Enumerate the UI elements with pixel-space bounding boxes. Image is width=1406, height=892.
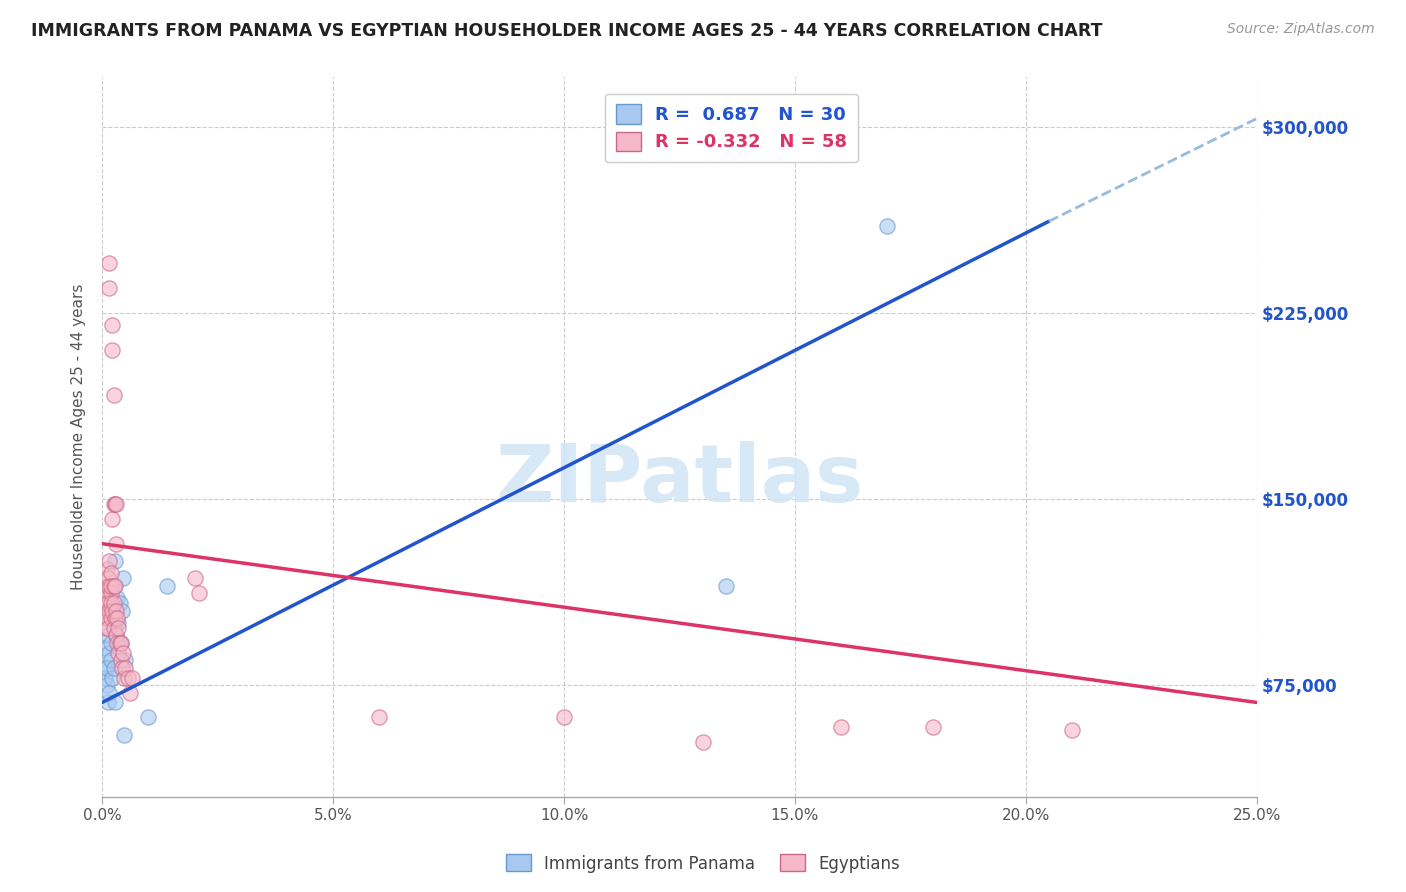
Point bbox=[110, 636, 132, 650]
Point bbox=[96, 579, 118, 593]
Point bbox=[114, 661, 136, 675]
Point bbox=[107, 616, 129, 631]
Point bbox=[368, 710, 391, 724]
Point bbox=[188, 586, 211, 600]
Point bbox=[96, 611, 118, 625]
Point bbox=[98, 579, 121, 593]
Point bbox=[98, 685, 121, 699]
Point bbox=[97, 695, 120, 709]
Point bbox=[103, 579, 125, 593]
Point bbox=[97, 621, 120, 635]
Point bbox=[107, 646, 129, 660]
Point bbox=[103, 388, 125, 402]
Point bbox=[103, 621, 125, 635]
Point bbox=[110, 653, 132, 667]
Point bbox=[100, 566, 122, 581]
Point bbox=[138, 710, 160, 724]
Point bbox=[922, 720, 945, 734]
Point bbox=[100, 586, 122, 600]
Point bbox=[876, 219, 898, 234]
Point bbox=[97, 571, 120, 585]
Text: ZIPatlas: ZIPatlas bbox=[495, 442, 863, 519]
Point bbox=[96, 661, 118, 675]
Point bbox=[103, 497, 125, 511]
Point bbox=[105, 604, 128, 618]
Point bbox=[97, 628, 120, 642]
Point bbox=[104, 611, 127, 625]
Point bbox=[692, 735, 714, 749]
Point bbox=[100, 579, 122, 593]
Point bbox=[156, 579, 179, 593]
Point bbox=[105, 591, 128, 606]
Point bbox=[98, 256, 121, 270]
Point bbox=[105, 497, 128, 511]
Point bbox=[103, 661, 125, 675]
Point bbox=[121, 671, 143, 685]
Point bbox=[98, 281, 121, 295]
Point bbox=[107, 621, 129, 635]
Point bbox=[100, 611, 122, 625]
Point bbox=[105, 611, 128, 625]
Point bbox=[110, 636, 132, 650]
Point bbox=[93, 661, 115, 675]
Point bbox=[112, 728, 135, 742]
Point bbox=[104, 579, 127, 593]
Point bbox=[104, 695, 127, 709]
Point bbox=[118, 685, 141, 699]
Point bbox=[105, 628, 128, 642]
Point bbox=[104, 497, 127, 511]
Point bbox=[100, 636, 122, 650]
Legend: Immigrants from Panama, Egyptians: Immigrants from Panama, Egyptians bbox=[499, 847, 907, 880]
Point bbox=[100, 653, 122, 667]
Point bbox=[103, 596, 125, 610]
Point bbox=[553, 710, 575, 724]
Point bbox=[114, 653, 136, 667]
Point bbox=[714, 579, 737, 593]
Point bbox=[1060, 723, 1083, 737]
Point bbox=[101, 604, 124, 618]
Point bbox=[96, 561, 118, 575]
Point bbox=[110, 661, 132, 675]
Point bbox=[103, 579, 125, 593]
Point bbox=[117, 671, 139, 685]
Point bbox=[101, 318, 124, 333]
Y-axis label: Householder Income Ages 25 - 44 years: Householder Income Ages 25 - 44 years bbox=[72, 284, 86, 591]
Point bbox=[105, 636, 128, 650]
Point bbox=[94, 671, 117, 685]
Point bbox=[98, 604, 121, 618]
Point bbox=[101, 671, 124, 685]
Point bbox=[111, 646, 134, 660]
Point bbox=[98, 554, 121, 568]
Text: IMMIGRANTS FROM PANAMA VS EGYPTIAN HOUSEHOLDER INCOME AGES 25 - 44 YEARS CORRELA: IMMIGRANTS FROM PANAMA VS EGYPTIAN HOUSE… bbox=[31, 22, 1102, 40]
Point bbox=[101, 604, 124, 618]
Point bbox=[105, 537, 128, 551]
Point bbox=[100, 596, 122, 610]
Point bbox=[104, 554, 127, 568]
Point bbox=[97, 596, 120, 610]
Point bbox=[94, 640, 117, 655]
Legend: R =  0.687   N = 30, R = -0.332   N = 58: R = 0.687 N = 30, R = -0.332 N = 58 bbox=[605, 94, 858, 162]
Point bbox=[93, 621, 115, 635]
Point bbox=[830, 720, 852, 734]
Text: Source: ZipAtlas.com: Source: ZipAtlas.com bbox=[1227, 22, 1375, 37]
Point bbox=[94, 586, 117, 600]
Point bbox=[94, 596, 117, 610]
Point bbox=[96, 678, 118, 692]
Point bbox=[101, 512, 124, 526]
Point bbox=[111, 571, 134, 585]
Point bbox=[110, 604, 132, 618]
Point bbox=[112, 671, 135, 685]
Point bbox=[108, 636, 131, 650]
Point bbox=[101, 343, 124, 358]
Point bbox=[108, 596, 131, 610]
Point bbox=[94, 604, 117, 618]
Point bbox=[105, 628, 128, 642]
Point bbox=[98, 646, 121, 660]
Point bbox=[183, 571, 205, 585]
